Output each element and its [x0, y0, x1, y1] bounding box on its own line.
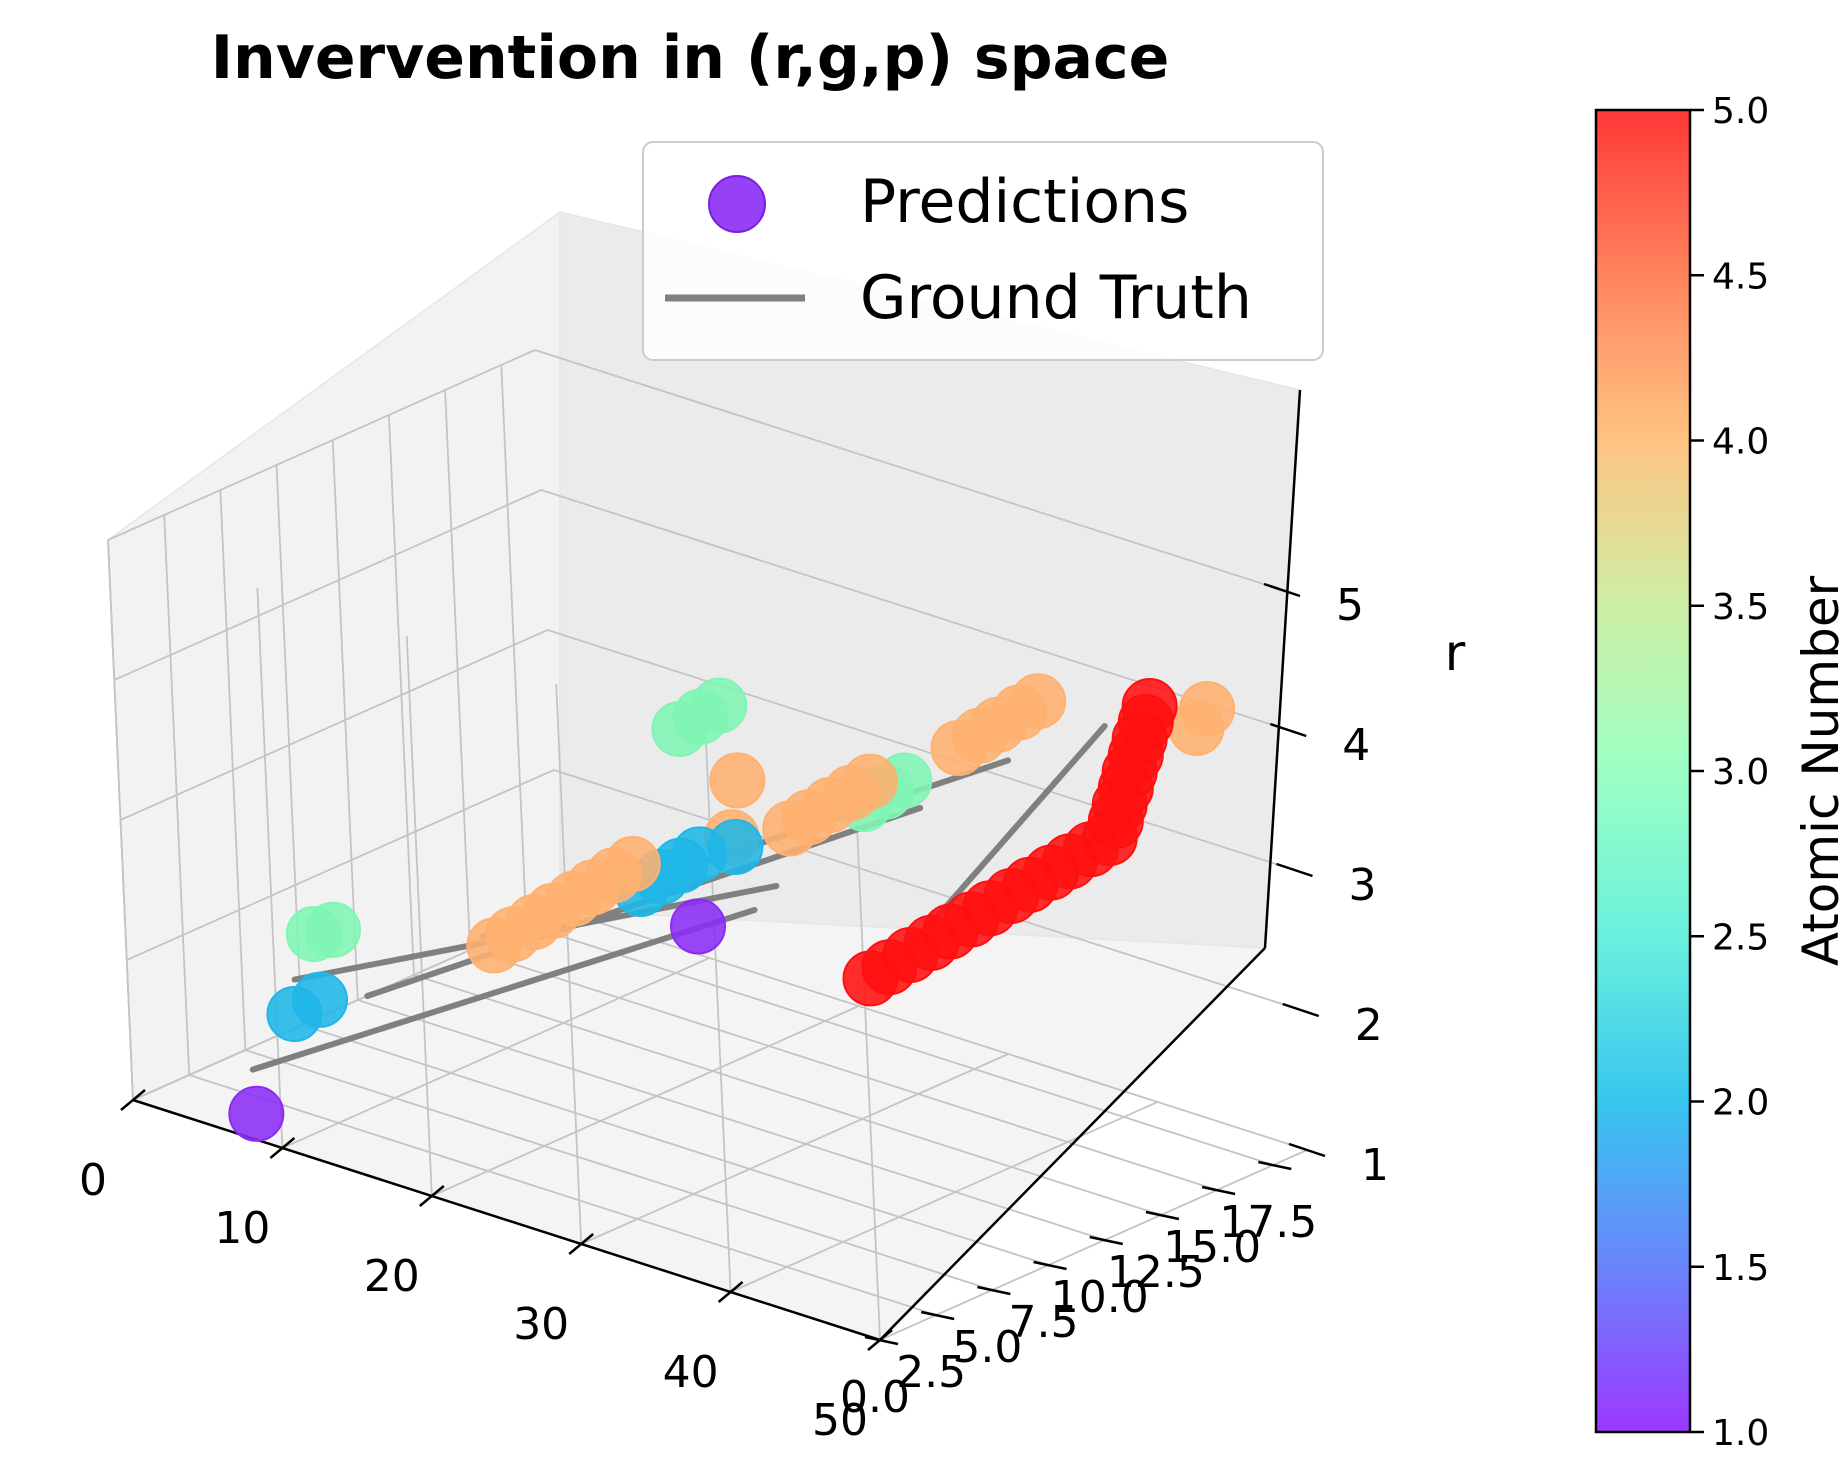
z-tick-mark: [1288, 1142, 1326, 1158]
y-axis-line: [879, 947, 1266, 1341]
z-tick-label: 5: [1336, 580, 1364, 631]
y-tick-mark: [1201, 1185, 1236, 1196]
z-tick-label: 1: [1361, 1140, 1389, 1191]
grid-line-y-floor: [357, 999, 1106, 1241]
grid-line-x-floor: [879, 1149, 1308, 1341]
colorbar-tick-label: 4.5: [1712, 256, 1769, 297]
scatter-point-atomic-4: [466, 917, 523, 974]
grid-line-x-wall: [555, 683, 583, 1245]
x-tick-label: 30: [513, 1299, 569, 1350]
legend: Predictions Ground Truth: [642, 141, 1324, 361]
colorbar-tick-label: 1.5: [1712, 1248, 1769, 1289]
x-tick-label: 20: [364, 1251, 420, 1302]
legend-box: [642, 141, 1324, 361]
colorbar-tick-label: 5.0: [1712, 91, 1769, 132]
z-tick-label: 3: [1349, 860, 1377, 911]
grid: [107, 349, 1308, 1341]
colorbar-tick-label: 4.0: [1712, 422, 1769, 463]
z-axis-label: r: [1445, 624, 1466, 682]
legend-predictions-label: Predictions: [860, 167, 1189, 237]
z-axis-line: [1263, 389, 1302, 949]
y-tick-label: 0.0: [840, 1372, 910, 1423]
colorbar-tick-label: 3.0: [1712, 752, 1769, 793]
scatter-point-atomic-3: [651, 701, 708, 757]
scatter-point-atomic-5: [842, 950, 899, 1007]
z-tick-mark: [1282, 1002, 1320, 1018]
legend-predictions-marker: [708, 175, 766, 233]
colorbar-gradient: [1594, 108, 1692, 1434]
z-tick-label: 2: [1355, 1000, 1383, 1051]
y-tick-mark: [864, 1335, 899, 1346]
grid-line-x-floor: [580, 1053, 1009, 1245]
grid-line-x-wall: [405, 635, 433, 1197]
colorbar-tick-label: 2.0: [1712, 1083, 1769, 1124]
grid-line-y-floor: [526, 924, 1274, 1166]
y-tick-label: 5.0: [952, 1322, 1022, 1373]
scatter-point-atomic-4: [709, 752, 766, 809]
y-tick-mark: [1258, 1160, 1292, 1171]
x-tick-mark: [418, 1185, 445, 1207]
grid-line-z: [107, 349, 1283, 591]
z-tick-mark: [1276, 862, 1313, 878]
prediction-points: [228, 673, 1236, 1142]
chart-title: Invervention in (r,g,p) space: [211, 23, 1170, 93]
y-tick-label: 15.0: [1163, 1222, 1261, 1273]
grid-line-x-floor: [431, 1005, 860, 1197]
grid-line-x-wall: [854, 779, 881, 1341]
scatter-point-atomic-4: [930, 720, 987, 776]
y-tick-mark: [977, 1285, 1011, 1296]
grid-line-y-floor: [188, 1074, 937, 1316]
scatter-point-atomic-4: [1168, 700, 1225, 756]
colorbar-tick-label: 1.0: [1712, 1413, 1769, 1454]
x-tick-label: 50: [812, 1395, 868, 1446]
colorbar-label: Atomic Number: [1792, 575, 1846, 966]
x-tick-label: 10: [214, 1203, 270, 1254]
y-tick-mark: [920, 1310, 955, 1321]
y-tick-label: 10.0: [1051, 1272, 1149, 1323]
scatter-point-atomic-4: [762, 800, 819, 857]
colorbar-tick-label: 3.5: [1712, 587, 1769, 628]
grid-line-x-floor: [730, 1101, 1158, 1293]
y-tick-mark: [1089, 1235, 1123, 1246]
y-tick-mark: [1033, 1260, 1067, 1271]
grid-line-y-floor: [469, 949, 1218, 1191]
z-tick-mark: [1269, 722, 1307, 738]
grid-line-z: [126, 769, 1302, 1011]
z-tick-mark: [1263, 582, 1301, 598]
grid-line-y-floor: [413, 974, 1162, 1216]
x-tick-label: 0: [79, 1155, 107, 1206]
grid-line-x-floor: [282, 957, 710, 1149]
y-ticks: 0.02.55.07.510.012.515.017.5: [840, 1160, 1317, 1423]
scatter-point-atomic-1: [670, 898, 727, 955]
colorbar: 1.0 1.5 2.0 2.5 3.0 3.5 4.0 4.5 5.0 Atomic Numbe…: [1594, 91, 1846, 1454]
grid-line-y-floor: [301, 1024, 1049, 1266]
y-tick-mark: [1145, 1210, 1180, 1221]
x-tick-mark: [269, 1137, 296, 1159]
grid-line-y-floor: [245, 1049, 993, 1291]
scatter-point-atomic-1: [228, 1085, 285, 1142]
y-tick-label: 7.5: [1009, 1297, 1079, 1348]
x-ticks: 0 10 20 30 40 50: [79, 1089, 893, 1446]
scatter-point-atomic-3: [285, 906, 342, 962]
ground-truth-line: [249, 907, 758, 1073]
y-tick-label: 2.5: [896, 1347, 966, 1398]
x-tick-mark: [120, 1089, 146, 1111]
y-tick-label: 17.5: [1219, 1197, 1317, 1248]
scatter-point-atomic-2: [266, 986, 323, 1042]
y-tick-label: 12.5: [1107, 1247, 1205, 1298]
z-tick-label: 4: [1342, 720, 1370, 771]
z-ticks: 1 2 3 4 5: [1263, 580, 1389, 1191]
grid-line-z: [113, 489, 1289, 731]
x-tick-label: 40: [663, 1347, 719, 1398]
x-tick-mark: [568, 1233, 595, 1255]
legend-ground-truth-label: Ground Truth: [860, 263, 1252, 333]
colorbar-tick-label: 2.5: [1712, 917, 1769, 958]
grid-line-x-wall: [256, 587, 284, 1149]
colorbar-ticks: 1.0 1.5 2.0 2.5 3.0 3.5 4.0 4.5 5.0: [1690, 91, 1769, 1454]
x-tick-mark: [717, 1281, 744, 1303]
